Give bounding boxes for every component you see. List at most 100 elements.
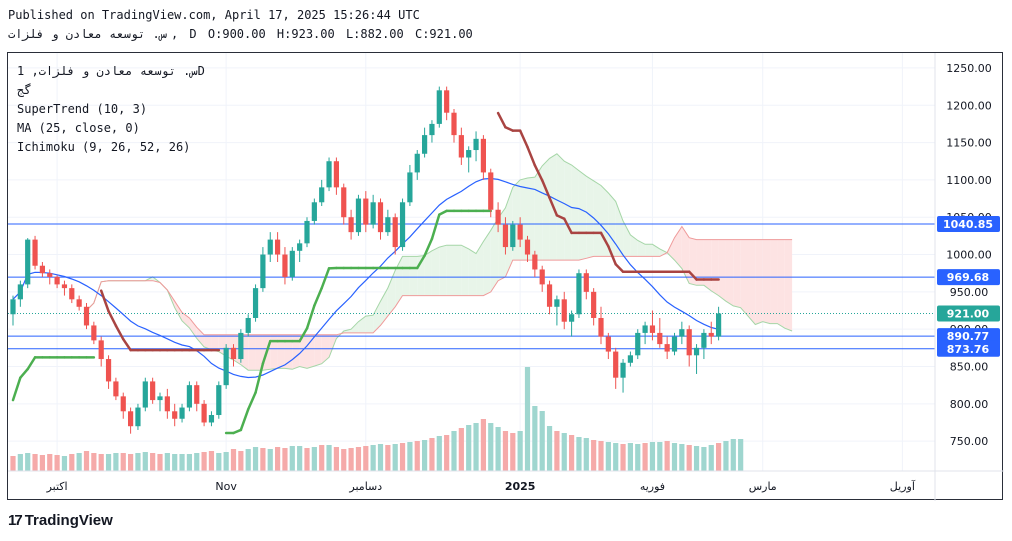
supertrend-segment — [261, 339, 272, 365]
legend-exchange: گج — [17, 83, 32, 97]
volume-bar — [267, 449, 273, 471]
candle-body — [422, 135, 428, 154]
supertrend-segment — [114, 324, 125, 341]
volume-bar — [47, 454, 53, 471]
volume-bar — [275, 447, 281, 471]
ichimoku-cloud-segment — [571, 164, 579, 261]
ichimoku-cloud-segment — [196, 327, 205, 347]
ichimoku-cloud-segment — [674, 226, 682, 269]
x-tick-label: آوریل — [890, 479, 916, 493]
ichimoku-cloud-segment — [762, 239, 771, 324]
ichimoku-cloud-segment — [711, 239, 719, 296]
volume-bar — [83, 451, 90, 471]
volume-bar — [61, 456, 68, 471]
candle-body — [370, 202, 376, 225]
volume-bar — [693, 446, 700, 471]
ichimoku-cloud-segment — [578, 170, 587, 261]
candle-body — [120, 396, 126, 412]
candle-body — [348, 217, 354, 233]
high-value: H:923.00 — [276, 27, 335, 41]
volume-bar — [473, 423, 479, 471]
supertrend-segment — [11, 376, 22, 402]
volume-bar — [319, 445, 325, 471]
supertrend-segment — [438, 209, 448, 216]
volume-bar — [451, 431, 457, 471]
supertrend-segment — [607, 245, 617, 266]
volume-bar — [32, 454, 38, 471]
candle-body — [708, 332, 714, 337]
candle-body — [407, 172, 413, 203]
supertrend-segment — [320, 267, 331, 290]
chart-frame[interactable]: 1250.001200.001150.001100.001050.001000.… — [7, 52, 1004, 501]
published-line: Published on TradingView.com, April 17, … — [8, 8, 420, 22]
volume-bar — [723, 441, 729, 471]
low-value: L:882.00 — [345, 27, 404, 41]
price-label-text: 969.68 — [947, 271, 989, 284]
x-tick-label: دسامبر — [348, 480, 382, 493]
x-tick-label: مارس — [749, 480, 777, 493]
candle-body — [201, 403, 207, 423]
volume-bar — [591, 440, 597, 471]
candle-body — [649, 325, 656, 333]
candle-body — [311, 202, 317, 221]
volume-bar — [17, 454, 23, 471]
candle-body — [61, 284, 68, 289]
candle-body — [289, 250, 295, 277]
candle-body — [282, 254, 288, 277]
ichimoku-cloud-segment — [703, 239, 712, 291]
supertrend-segment — [563, 217, 573, 235]
volume-bar — [311, 447, 317, 471]
candle-body — [642, 325, 648, 333]
price-label-text: 1040.85 — [943, 218, 993, 231]
candle-body — [363, 198, 369, 225]
legend-supertrend[interactable]: SuperTrend (10, 3) — [17, 102, 148, 116]
candle-body — [164, 396, 170, 412]
candle-body — [716, 313, 722, 337]
legend-ma[interactable]: MA (25, close, 0) — [17, 121, 140, 135]
ohlc-line: س. توسعه معادن و فلزات, D O:900.00 H:923… — [8, 27, 473, 41]
volume-bar — [561, 433, 567, 471]
ichimoku-cloud-segment — [725, 239, 734, 306]
volume-bar — [39, 455, 45, 471]
candle-body — [392, 217, 398, 248]
volume-bar — [598, 441, 604, 471]
candle-body — [25, 239, 31, 285]
candle-body — [436, 90, 442, 124]
volume-bar — [635, 444, 641, 471]
volume-bar — [164, 453, 170, 471]
volume-bar — [304, 448, 310, 471]
candle-body — [355, 198, 362, 233]
ichimoku-cloud-segment — [542, 158, 550, 261]
volume-bar — [326, 445, 332, 471]
volume-bar — [289, 446, 295, 471]
candle-body — [91, 325, 97, 341]
volume-bar — [539, 411, 545, 471]
supertrend-segment — [232, 428, 243, 435]
ichimoku-cloud-segment — [446, 245, 454, 296]
tradingview-logo[interactable]: 17 TradingView — [8, 512, 113, 529]
ichimoku-cloud-segment — [740, 239, 748, 317]
candle-body — [561, 299, 567, 322]
symbol-name: س. توسعه معادن و فلزات — [8, 27, 167, 41]
legend-ichimoku[interactable]: Ichimoku (9, 26, 52, 26) — [17, 140, 191, 154]
volume-bar — [157, 454, 163, 471]
ichimoku-cloud-segment — [623, 220, 631, 257]
ichimoku-cloud-segment — [659, 248, 668, 257]
ichimoku-cloud-segment — [645, 244, 653, 257]
supertrend-segment — [614, 262, 625, 273]
ichimoku-cloud-segment — [351, 321, 359, 333]
y-tick-label: 1200.00 — [946, 99, 992, 112]
candle-body — [576, 273, 582, 315]
ichimoku-cloud-segment — [358, 316, 366, 333]
candle-body — [524, 239, 531, 255]
supertrend-segment — [313, 286, 323, 307]
candle-body — [275, 239, 281, 255]
supertrend-segment — [526, 145, 537, 167]
candle-body — [113, 381, 119, 397]
price-chart[interactable]: 1250.001200.001150.001100.001050.001000.… — [8, 53, 1004, 501]
ichimoku-cloud-segment — [615, 201, 624, 257]
candle-body — [679, 329, 685, 337]
volume-bar — [495, 427, 501, 471]
ichimoku-cloud-segment — [270, 334, 278, 370]
price-label-badge — [937, 328, 1000, 345]
